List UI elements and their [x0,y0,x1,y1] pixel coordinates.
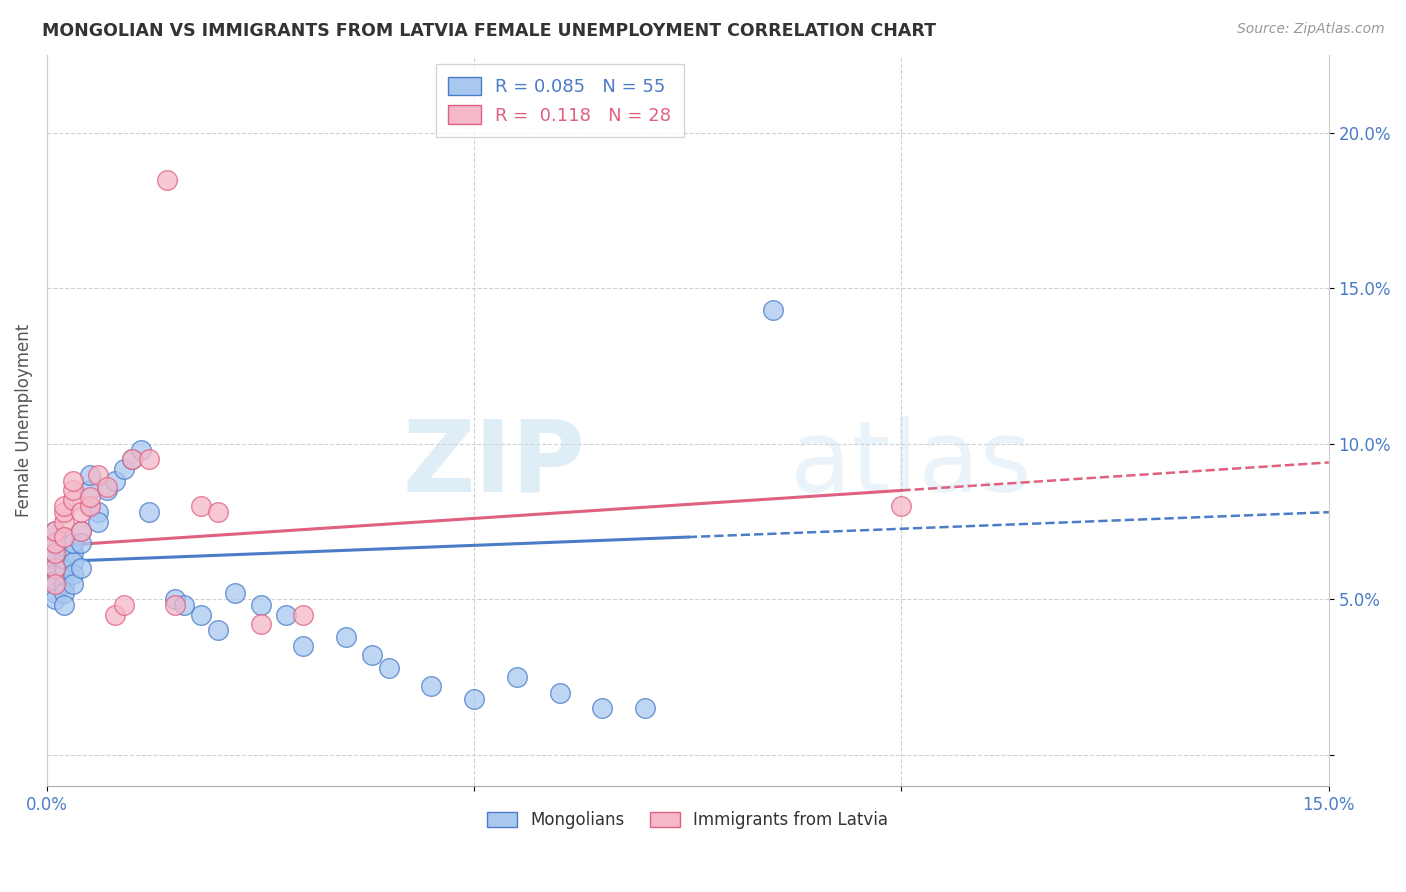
Point [129,442,152,457]
Point [44,546,66,560]
Point [335,630,357,644]
Point [44,574,66,588]
Point [121,452,143,467]
Point [224,586,246,600]
Point [53,551,76,566]
Text: MONGOLIAN VS IMMIGRANTS FROM LATVIA FEMALE UNEMPLOYMENT CORRELATION CHART: MONGOLIAN VS IMMIGRANTS FROM LATVIA FEMA… [42,22,936,40]
Point [62,546,84,560]
Point [79,490,101,504]
Point [79,499,101,513]
Point [44,536,66,550]
Point [112,461,135,475]
Point [463,691,485,706]
Y-axis label: Female Unemployment: Female Unemployment [15,324,32,517]
Point [44,551,66,566]
Point [53,499,76,513]
Point [207,505,229,519]
Point [173,599,195,613]
Point [292,639,315,653]
Point [70,536,93,550]
Point [70,524,93,538]
Point [53,530,76,544]
Point [62,474,84,488]
Point [420,679,443,693]
Point [62,492,84,507]
Point [165,592,187,607]
Point [44,576,66,591]
Point [53,586,76,600]
Point [96,483,118,498]
Point [121,452,143,467]
Point [591,701,613,715]
Point [104,607,127,622]
Point [79,499,101,513]
Point [62,567,84,582]
Point [53,530,76,544]
Point [138,505,160,519]
Point [249,617,271,632]
Point [112,599,135,613]
Point [44,524,66,538]
Point [155,172,177,186]
Point [62,483,84,498]
Point [762,303,785,318]
Point [207,624,229,638]
Point [44,536,66,550]
Legend: Mongolians, Immigrants from Latvia: Mongolians, Immigrants from Latvia [481,805,896,836]
Point [634,701,657,715]
Point [44,567,66,582]
Point [377,660,399,674]
Point [44,576,66,591]
Point [138,452,160,467]
Point [62,555,84,569]
Point [44,524,66,538]
Point [506,670,529,684]
Point [44,592,66,607]
Point [53,561,76,575]
Point [292,607,315,622]
Point [53,576,76,591]
Point [190,607,212,622]
Point [79,483,101,498]
Text: Source: ZipAtlas.com: Source: ZipAtlas.com [1237,22,1385,37]
Point [44,561,66,575]
Point [70,505,93,519]
Point [44,586,66,600]
Point [53,567,76,582]
Point [548,685,571,699]
Point [360,648,382,663]
Point [87,515,110,529]
Point [53,599,76,613]
Point [249,599,271,613]
Point [53,515,76,529]
Point [62,536,84,550]
Point [70,524,93,538]
Point [87,467,110,482]
Point [276,607,298,622]
Point [890,499,912,513]
Text: atlas: atlas [790,416,1032,513]
Point [104,474,127,488]
Point [53,540,76,554]
Point [87,505,110,519]
Point [53,505,76,519]
Point [44,561,66,575]
Point [70,561,93,575]
Point [190,499,212,513]
Text: ZIP: ZIP [402,416,585,513]
Point [79,467,101,482]
Point [44,546,66,560]
Point [165,599,187,613]
Point [96,480,118,494]
Point [62,576,84,591]
